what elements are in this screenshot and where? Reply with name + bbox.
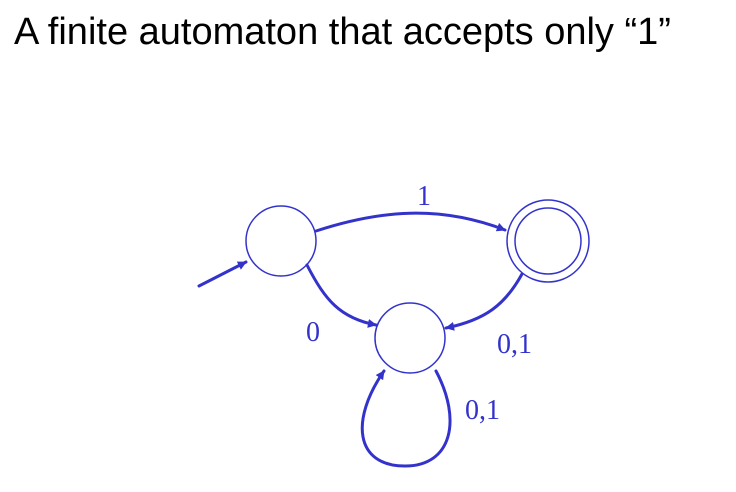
state-accept <box>506 199 590 283</box>
transition-start-to-accept <box>314 211 507 233</box>
state-start <box>245 205 317 277</box>
transition-trap-self-loop <box>360 369 452 468</box>
transition-start-to-trap <box>305 263 378 328</box>
page-title: A finite automaton that accepts only “1” <box>14 11 671 53</box>
initial-arrow <box>197 260 248 288</box>
transition-accept-to-trap <box>444 272 524 331</box>
state-trap <box>374 302 446 374</box>
label-accept-to-trap: 0,1 <box>497 329 532 360</box>
label-start-to-trap: 0 <box>306 317 320 348</box>
label-start-to-accept: 1 <box>417 181 431 212</box>
label-trap-self-loop: 0,1 <box>465 395 500 426</box>
state-accept-inner-ring <box>514 207 582 275</box>
state-accept-outer-ring <box>506 199 590 283</box>
